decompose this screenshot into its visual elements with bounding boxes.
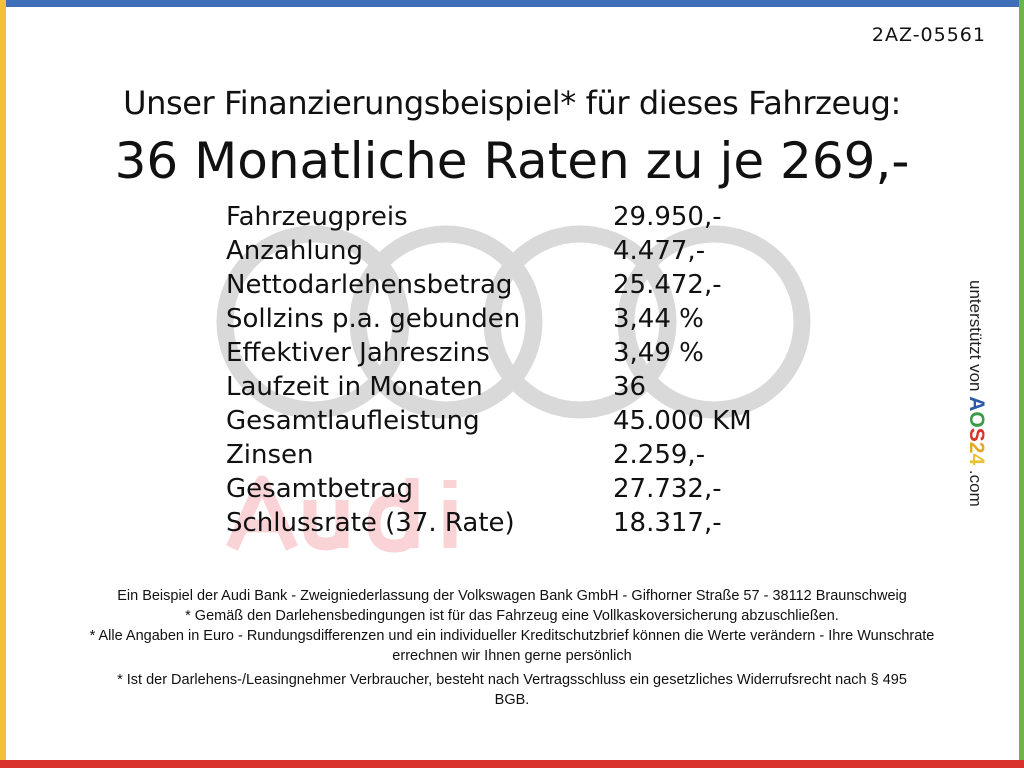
- row-label: Gesamtlaufleistung: [226, 406, 480, 436]
- row-label: Sollzins p.a. gebunden: [226, 304, 521, 334]
- sponsor-suffix: .com: [966, 469, 985, 507]
- table-row: Effektiver Jahreszins 3,49 %: [226, 336, 826, 370]
- table-row: Fahrzeugpreis 29.950,-: [226, 200, 826, 234]
- footer-disclaimer: Ein Beispiel der Audi Bank - Zweignieder…: [20, 586, 1004, 710]
- row-label: Nettodarlehensbetrag: [226, 270, 513, 300]
- ring-1: [216, 225, 410, 419]
- row-label: Effektiver Jahreszins: [226, 338, 490, 368]
- vehicle-code: 2AZ-05561: [871, 24, 986, 46]
- row-label: Gesamtbetrag: [226, 474, 413, 504]
- audi-lettering-logo: [226, 475, 457, 553]
- row-label: Schlussrate (37. Rate): [226, 508, 515, 538]
- finance-table: Fahrzeugpreis 29.950,- Anzahlung 4.477,- N…: [226, 200, 826, 540]
- footer-note-euro: * Alle Angaben in Euro - Rundungsdiffere…: [89, 628, 935, 664]
- table-row: Gesamtlaufleistung 45.000 KM: [226, 404, 826, 438]
- row-value: 2.259,-: [613, 440, 706, 470]
- row-value: 3,44 %: [613, 304, 704, 334]
- bottom-border: [0, 760, 1024, 768]
- right-border: [1019, 0, 1024, 768]
- row-value: 29.950,-: [613, 202, 722, 232]
- left-border: [0, 0, 6, 768]
- ring-3: [483, 225, 677, 419]
- ring-4: [617, 225, 811, 419]
- page-title: Unser Finanzierungsbeispiel* für dieses …: [123, 84, 901, 122]
- row-value: 18.317,-: [613, 508, 722, 538]
- footer-note-withdrawal: * Ist der Darlehens-/Leasingnehmer Verbr…: [117, 672, 907, 708]
- aos24-logo: AOS24: [965, 396, 988, 466]
- sponsor-prefix: unterstützt von: [966, 280, 985, 392]
- table-row: Zinsen 2.259,-: [226, 438, 826, 472]
- table-row: Sollzins p.a. gebunden 3,44 %: [226, 302, 826, 336]
- row-value: 36: [613, 372, 647, 402]
- row-label: Laufzeit in Monaten: [226, 372, 483, 402]
- row-label: Fahrzeugpreis: [226, 202, 408, 232]
- row-label: Anzahlung: [226, 236, 364, 266]
- table-row: Anzahlung 4.477,-: [226, 234, 826, 268]
- table-row: Nettodarlehensbetrag 25.472,-: [226, 268, 826, 302]
- row-value: 3,49 %: [613, 338, 704, 368]
- row-value: 4.477,-: [613, 236, 706, 266]
- table-row: Laufzeit in Monaten 36: [226, 370, 826, 404]
- ring-2: [349, 225, 543, 419]
- footer-note-insurance: * Gemäß den Darlehensbedingungen ist für…: [185, 608, 839, 624]
- row-value: 27.732,-: [613, 474, 722, 504]
- row-value: 25.472,-: [613, 270, 722, 300]
- monthly-rate-headline: 36 Monatliche Raten zu je 269,-: [114, 132, 910, 190]
- row-label: Zinsen: [226, 440, 314, 470]
- top-border: [0, 0, 1024, 7]
- table-row: Schlussrate (37. Rate) 18.317,-: [226, 506, 826, 540]
- footer-bank-info: Ein Beispiel der Audi Bank - Zweignieder…: [117, 588, 907, 604]
- table-row: Gesamtbetrag 27.732,-: [226, 472, 826, 506]
- row-value: 45.000 KM: [613, 406, 752, 436]
